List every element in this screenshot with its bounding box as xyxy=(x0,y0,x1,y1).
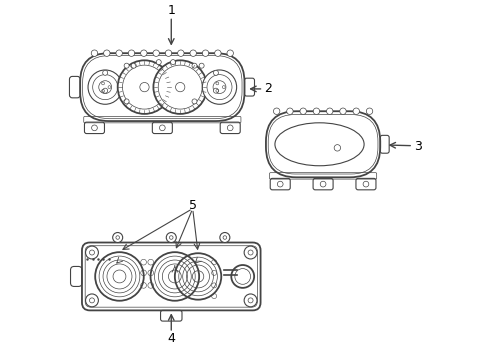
Circle shape xyxy=(320,181,325,187)
Circle shape xyxy=(88,70,122,104)
Circle shape xyxy=(199,63,203,68)
Circle shape xyxy=(124,99,129,104)
Text: 3: 3 xyxy=(413,140,421,153)
Circle shape xyxy=(366,108,372,114)
Circle shape xyxy=(116,50,122,57)
Circle shape xyxy=(363,181,368,187)
Circle shape xyxy=(102,70,107,75)
Circle shape xyxy=(244,294,257,307)
Circle shape xyxy=(227,125,233,131)
Circle shape xyxy=(91,125,97,131)
Circle shape xyxy=(141,50,147,57)
Circle shape xyxy=(140,82,149,92)
Circle shape xyxy=(273,108,279,114)
Circle shape xyxy=(313,108,319,114)
Circle shape xyxy=(192,99,197,104)
Circle shape xyxy=(189,50,196,57)
Circle shape xyxy=(159,125,165,131)
Circle shape xyxy=(220,233,229,243)
Circle shape xyxy=(326,108,332,114)
Circle shape xyxy=(112,233,122,243)
Circle shape xyxy=(131,63,136,68)
Circle shape xyxy=(153,60,206,114)
Circle shape xyxy=(192,63,197,68)
Text: 1: 1 xyxy=(167,4,175,17)
Circle shape xyxy=(339,108,346,114)
Circle shape xyxy=(118,60,171,114)
Circle shape xyxy=(177,50,183,57)
Circle shape xyxy=(213,70,218,75)
Circle shape xyxy=(231,265,254,288)
Text: 4: 4 xyxy=(167,333,175,346)
Circle shape xyxy=(85,294,98,307)
Circle shape xyxy=(299,108,306,114)
Circle shape xyxy=(153,50,159,57)
Circle shape xyxy=(165,50,171,57)
Circle shape xyxy=(244,246,257,259)
Circle shape xyxy=(103,50,110,57)
Circle shape xyxy=(277,181,283,187)
Circle shape xyxy=(234,269,250,284)
Circle shape xyxy=(85,246,98,259)
Circle shape xyxy=(156,60,161,64)
Text: 5: 5 xyxy=(188,198,196,212)
Circle shape xyxy=(124,63,129,68)
Circle shape xyxy=(214,50,221,57)
Circle shape xyxy=(128,50,134,57)
Circle shape xyxy=(213,88,218,93)
Circle shape xyxy=(286,108,292,114)
Circle shape xyxy=(352,108,359,114)
Text: 2: 2 xyxy=(264,82,272,95)
Circle shape xyxy=(226,50,233,57)
Circle shape xyxy=(166,233,176,243)
Circle shape xyxy=(175,82,184,92)
Circle shape xyxy=(202,70,236,104)
Circle shape xyxy=(202,50,208,57)
Circle shape xyxy=(91,50,98,57)
Circle shape xyxy=(170,60,175,64)
Circle shape xyxy=(102,88,107,93)
